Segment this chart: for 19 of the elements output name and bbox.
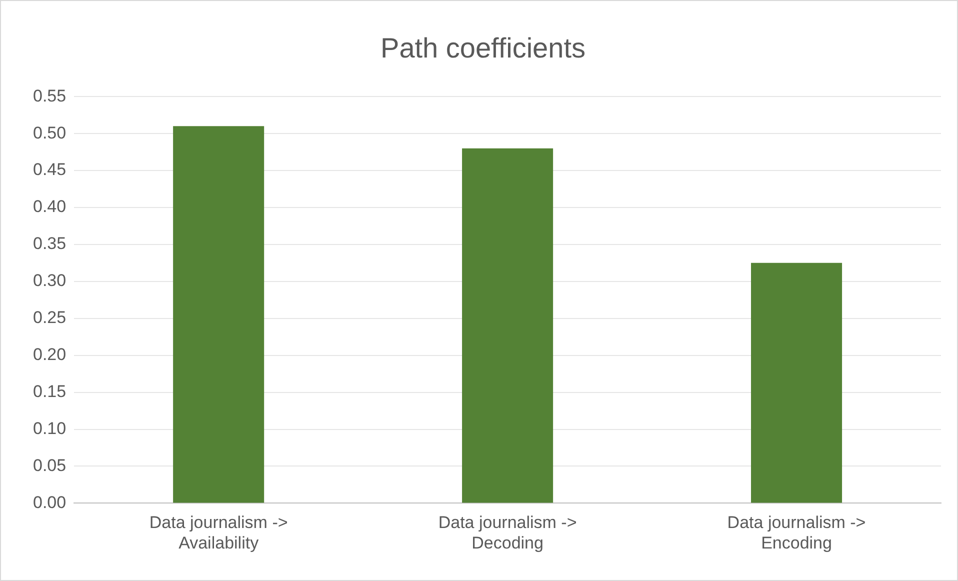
bar: [462, 148, 554, 503]
y-tick-label: 0.15: [32, 382, 66, 401]
y-tick-label: 0.30: [32, 271, 66, 290]
x-tick-label: Data journalism -> Decoding: [438, 513, 577, 552]
bar: [173, 126, 264, 503]
y-tick-label: 0.35: [32, 234, 66, 254]
bar: [751, 262, 842, 503]
y-tick-label: 0.50: [32, 123, 66, 142]
y-tick-label: 0.25: [32, 308, 66, 328]
y-tick-label: 0.10: [32, 418, 66, 438]
x-tick-label: Data journalism -> Availability: [149, 513, 288, 552]
y-tick-label: 0.00: [32, 492, 66, 512]
x-tick-label: Data journalism -> Encoding: [727, 513, 866, 552]
y-tick-label: 0.05: [32, 456, 66, 475]
y-tick-label: 0.20: [32, 345, 66, 364]
y-tick-label: 0.55: [32, 86, 66, 106]
chart-title: Path coefficients: [380, 32, 586, 64]
y-tick-label: 0.40: [32, 197, 66, 216]
y-tick-label: 0.45: [32, 160, 66, 180]
